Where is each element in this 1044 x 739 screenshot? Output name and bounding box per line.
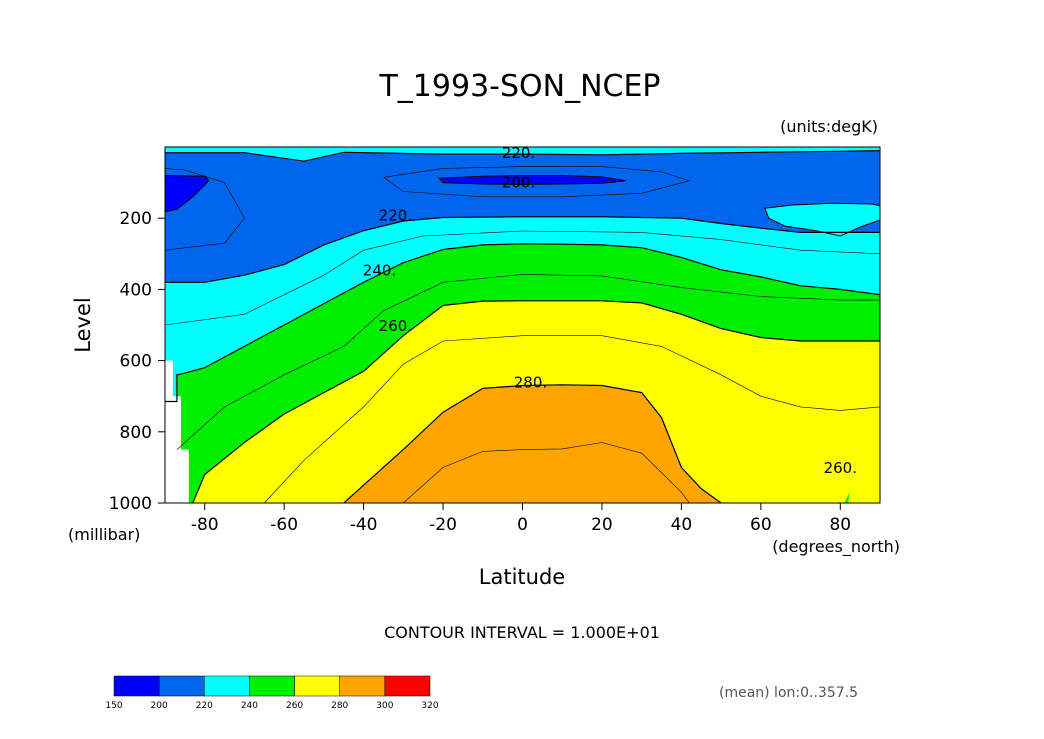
x-tick-label: 60	[750, 515, 772, 535]
colorbar-swatch	[384, 675, 431, 697]
contour-interval-text: CONTOUR INTERVAL = 1.000E+01	[384, 623, 660, 642]
colorbar-swatch	[339, 675, 386, 697]
contour-label: 220.	[379, 206, 412, 224]
colorbar-swatch	[204, 675, 250, 697]
colorbar-swatch	[294, 675, 340, 697]
contour-label: 260.	[824, 459, 857, 477]
band-220-240-north	[764, 202, 880, 237]
y-tick-label: 800	[120, 423, 152, 443]
x-tick-label: -40	[350, 515, 378, 535]
colorbar-label: 320	[421, 701, 438, 711]
contour-thin-4	[403, 442, 690, 503]
y-tick-label: 1000	[109, 494, 152, 514]
band-260-280-ne	[848, 466, 880, 503]
x-axis-units: (degrees_north)	[772, 537, 900, 557]
contour-lines	[165, 150, 880, 503]
contour-label: 220.	[502, 144, 535, 162]
band-lt200-1	[438, 175, 626, 185]
colorbar-label: 260	[286, 701, 303, 711]
colorbar-label: 280	[331, 701, 348, 711]
contour-label: 240.	[363, 262, 396, 280]
y-axis-label: Level	[71, 297, 95, 352]
colorbar-swatch	[113, 675, 160, 697]
units-label: (units:degK)	[780, 117, 878, 136]
y-axis: 200 400 600 800 1000	[109, 209, 165, 514]
colorbar-label: 150	[105, 701, 122, 711]
contour-thin-3	[264, 335, 880, 503]
y-tick-label: 400	[120, 280, 152, 300]
y-tick-label: 200	[120, 209, 152, 229]
contour-c220_top	[165, 150, 880, 162]
colorbar-swatch	[158, 675, 205, 697]
x-axis: -80 -60 -40 -20 0 20 40 60 80	[191, 503, 851, 535]
colorbar-label: 200	[151, 701, 168, 711]
colorbar-label: 300	[376, 701, 393, 711]
missing-data	[165, 360, 189, 503]
x-tick-label: 20	[591, 515, 613, 535]
colorbar-label: 220	[196, 701, 213, 711]
contour-label: 260.	[379, 317, 412, 335]
mean-lon-note: (mean) lon:0..357.5	[719, 685, 858, 701]
colorbar-label: 240	[241, 701, 258, 711]
contour-thin-5	[383, 166, 691, 198]
contour-thin-0	[165, 168, 245, 251]
colorbar-swatch	[249, 675, 295, 697]
x-tick-label: -60	[270, 515, 298, 535]
contour-thin-2	[176, 274, 880, 450]
y-tick-label: 600	[120, 352, 152, 372]
x-axis-label: Latitude	[479, 565, 565, 589]
contour-fills	[165, 147, 880, 503]
contour-thin-1	[165, 230, 880, 326]
contour-label: 200.	[502, 173, 535, 191]
band-280-300	[343, 384, 722, 503]
contour-c220_bottom	[165, 216, 880, 283]
colorbar: 150 200 220 240 260 280 300 320	[105, 675, 439, 711]
x-tick-label: -20	[429, 515, 457, 535]
contour-label: 280.	[514, 374, 547, 392]
x-tick-label: 80	[829, 515, 851, 535]
contour-c280	[343, 384, 722, 503]
contour-labels: 220. 200. 220. 240. 260. 280. 260.	[363, 144, 857, 477]
x-tick-label: 0	[517, 515, 528, 535]
contour-c240	[165, 243, 880, 403]
contour-c260	[192, 300, 880, 503]
x-tick-label: 40	[671, 515, 693, 535]
x-tick-label: -80	[191, 515, 219, 535]
y-axis-units: (millibar)	[68, 525, 140, 544]
chart-title: T_1993-SON_NCEP	[378, 69, 660, 104]
